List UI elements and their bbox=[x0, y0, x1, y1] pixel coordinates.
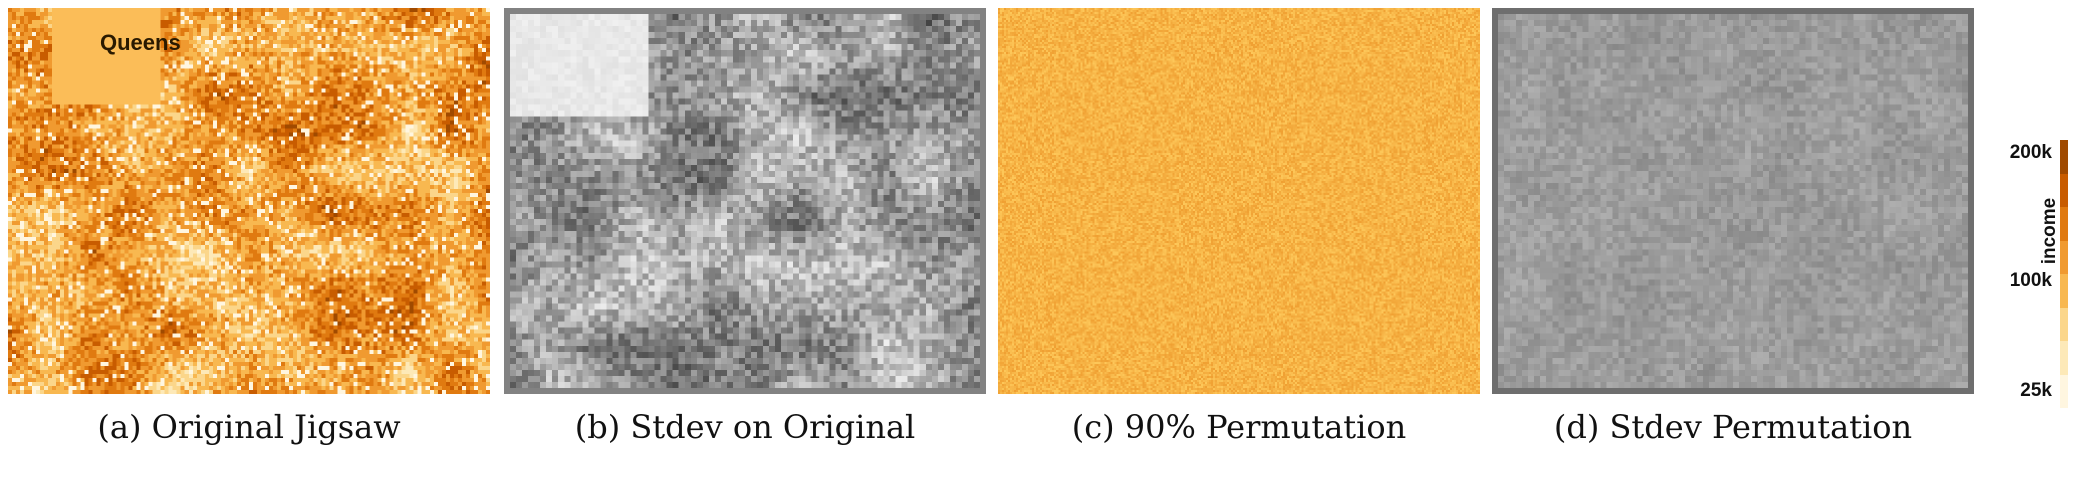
caption-b: (b) Stdev on Original bbox=[504, 408, 986, 446]
legend-color-step bbox=[2060, 308, 2068, 342]
legend-color-step bbox=[2060, 140, 2068, 174]
heatmap-stdev-permutation bbox=[1492, 8, 1974, 394]
income-legend-colorbar bbox=[2060, 140, 2068, 408]
caption-c: (c) 90% Permutation bbox=[998, 408, 1480, 446]
legend-title: income bbox=[2039, 181, 2061, 281]
queens-label: Queens bbox=[100, 30, 181, 56]
legend-color-step bbox=[2060, 341, 2068, 375]
panel-stdev-original bbox=[504, 8, 986, 394]
panel-original-jigsaw: Queens bbox=[8, 8, 490, 394]
panel-stdev-permutation bbox=[1492, 8, 1974, 394]
caption-d: (d) Stdev Permutation bbox=[1492, 408, 1974, 446]
legend-color-step bbox=[2060, 207, 2068, 241]
heatmap-90-permutation bbox=[998, 8, 1480, 394]
legend-tick-25k: 25k bbox=[1992, 380, 2052, 402]
caption-a: (a) Original Jigsaw bbox=[8, 408, 490, 446]
legend-color-step bbox=[2060, 174, 2068, 208]
heatmap-original-jigsaw bbox=[8, 8, 490, 394]
legend-tick-200k: 200k bbox=[1992, 142, 2052, 164]
panel-90-permutation bbox=[998, 8, 1480, 394]
heatmap-stdev-original bbox=[504, 8, 986, 394]
legend-color-step bbox=[2060, 274, 2068, 308]
legend-color-step bbox=[2060, 241, 2068, 275]
legend-color-step bbox=[2060, 375, 2068, 409]
